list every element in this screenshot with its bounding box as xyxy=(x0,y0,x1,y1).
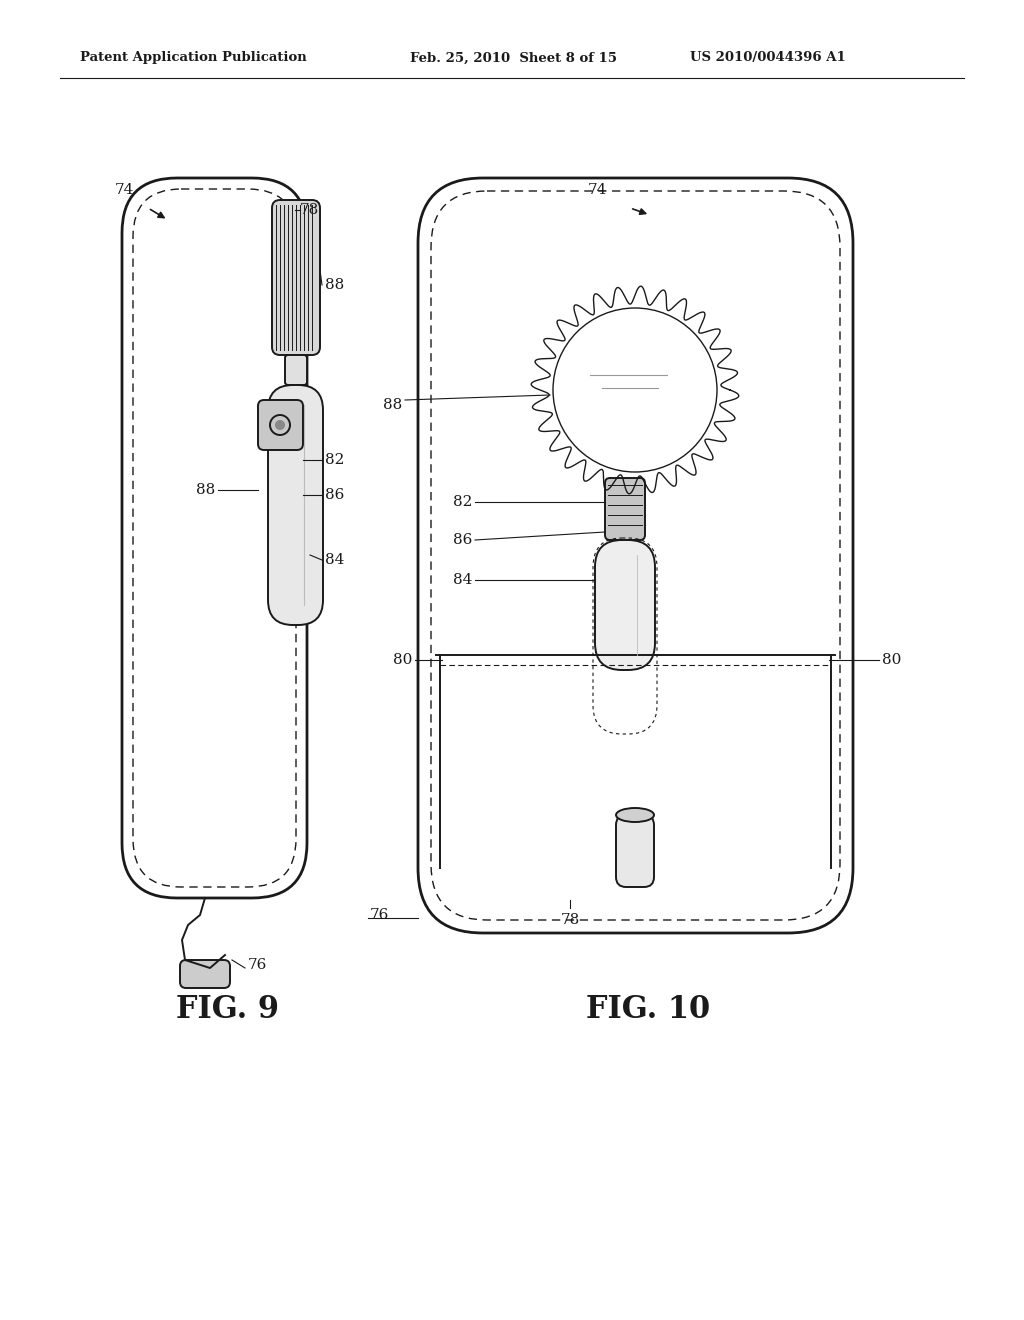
Circle shape xyxy=(275,420,285,430)
Text: 80: 80 xyxy=(882,653,901,667)
Text: 88: 88 xyxy=(196,483,215,498)
FancyBboxPatch shape xyxy=(272,201,319,355)
FancyBboxPatch shape xyxy=(268,385,323,624)
Text: 76: 76 xyxy=(248,958,267,972)
Text: 88: 88 xyxy=(325,279,344,292)
Text: FIG. 10: FIG. 10 xyxy=(586,994,710,1026)
FancyBboxPatch shape xyxy=(595,540,655,671)
Text: 78: 78 xyxy=(300,203,319,216)
FancyBboxPatch shape xyxy=(285,355,307,385)
Text: 88: 88 xyxy=(383,399,402,412)
Text: 84: 84 xyxy=(325,553,344,568)
Text: 82: 82 xyxy=(453,495,472,510)
Text: 74: 74 xyxy=(115,183,134,197)
Text: FIG. 9: FIG. 9 xyxy=(176,994,280,1026)
Text: 84: 84 xyxy=(453,573,472,587)
FancyBboxPatch shape xyxy=(605,478,645,540)
FancyBboxPatch shape xyxy=(616,814,654,887)
Text: 80: 80 xyxy=(392,653,412,667)
Text: Patent Application Publication: Patent Application Publication xyxy=(80,51,307,65)
Text: 76: 76 xyxy=(370,908,389,921)
Text: US 2010/0044396 A1: US 2010/0044396 A1 xyxy=(690,51,846,65)
FancyBboxPatch shape xyxy=(180,960,230,987)
Text: 74: 74 xyxy=(588,183,607,197)
FancyBboxPatch shape xyxy=(258,400,303,450)
Text: 78: 78 xyxy=(560,913,580,927)
Text: Feb. 25, 2010  Sheet 8 of 15: Feb. 25, 2010 Sheet 8 of 15 xyxy=(410,51,617,65)
Text: 82: 82 xyxy=(325,453,344,467)
Text: 86: 86 xyxy=(325,488,344,502)
Text: 86: 86 xyxy=(453,533,472,546)
Ellipse shape xyxy=(616,808,654,822)
